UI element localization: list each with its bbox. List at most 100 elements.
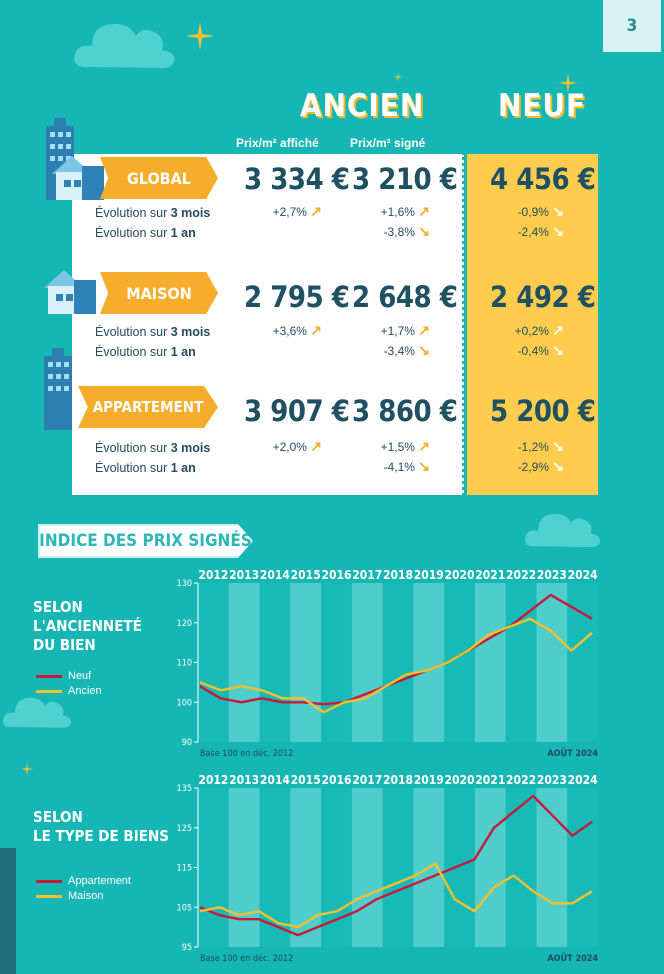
year-band	[413, 583, 445, 742]
x-tick-label: 2017	[352, 568, 382, 582]
x-tick-label: 2013	[229, 568, 259, 582]
evo-3-label: Évolution sur 3 mois	[95, 325, 211, 339]
evo-appartement-1-signe: -4,1% ↘	[383, 458, 430, 474]
evo-global-1-neuf: -2,4% ↘	[517, 223, 564, 239]
arrow-up-icon: ↗	[418, 322, 430, 338]
x-tick-label: 2015	[291, 773, 321, 787]
evo-global-1-signe: -3,8% ↘	[383, 223, 430, 239]
price-table-ancien	[72, 154, 464, 495]
arrow-down-icon: ↘	[552, 438, 564, 454]
evo-1-label: Évolution sur 1 an	[95, 461, 196, 475]
building-decoration	[0, 848, 16, 974]
arrow-up-icon: ↗	[310, 203, 322, 219]
footnote: Base 100 en déc. 2012	[200, 748, 293, 759]
evo-global-3-signe: +1,6% ↗	[380, 203, 430, 219]
y-tick-label: 125	[177, 824, 192, 834]
price-maison-signe: 2 648 €	[352, 280, 458, 314]
year-band	[290, 788, 322, 947]
date-label: AOÛT 2024	[547, 747, 598, 759]
y-tick-label: 115	[177, 864, 192, 874]
year-band	[290, 583, 322, 742]
year-band	[536, 788, 568, 947]
year-band	[321, 583, 352, 742]
legend-item: Appartement	[36, 875, 131, 887]
y-tick-label: 100	[177, 698, 192, 708]
x-tick-label: 2013	[229, 773, 259, 787]
year-band	[444, 788, 475, 947]
x-tick-label: 2021	[475, 773, 505, 787]
year-band	[474, 583, 506, 742]
x-tick-label: 2020	[445, 568, 475, 582]
evo-appartement-3-affiche: +2,0% ↗	[272, 438, 322, 454]
row-label-appartement: APPARTEMENT	[78, 386, 218, 428]
apartment-building-icon	[44, 348, 72, 430]
arrow-up-icon: ↗	[552, 322, 564, 338]
series-line-neuf	[199, 593, 593, 706]
x-tick-label: 2016	[321, 773, 351, 787]
year-band	[198, 788, 229, 947]
price-maison-neuf: 2 492 €	[490, 280, 596, 314]
year-band	[474, 788, 506, 947]
column-divider	[462, 152, 465, 496]
x-tick-label: 2012	[198, 568, 228, 582]
evo-global-3-neuf: -0,9% ↘	[517, 203, 564, 219]
year-band	[382, 583, 414, 742]
cloud-icon	[525, 514, 600, 547]
arrow-down-icon: ↘	[552, 203, 564, 219]
header-neuf: NEUF	[498, 88, 587, 124]
evo-appartement-1-neuf: -2,9% ↘	[517, 458, 564, 474]
arrow-up-icon: ↗	[310, 438, 322, 454]
chart-type-biens: 2012 2013 2014 2015 2016 2017 2018 2019 2020 2021…	[177, 773, 599, 964]
row-label-global: GLOBAL	[100, 157, 218, 199]
price-appartement-signe: 3 860 €	[352, 394, 458, 428]
legend-item: Neuf	[36, 670, 102, 682]
star-icon	[558, 73, 578, 93]
section-banner: INDICE DES PRIX SIGNÉS	[38, 524, 253, 558]
year-band	[536, 583, 568, 742]
star-icon	[393, 72, 403, 82]
chart2-title: SELON LE TYPE DE BIENS	[33, 808, 169, 845]
x-tick-label: 2023	[537, 773, 567, 787]
x-tick-label: 2024	[568, 568, 599, 582]
col-header-signe: Prix/m² signé	[350, 136, 426, 150]
x-tick-label: 2022	[506, 773, 536, 787]
x-tick-label: 2021	[475, 568, 505, 582]
evo-1-label: Évolution sur 1 an	[95, 345, 196, 359]
x-tick-label: 2016	[321, 568, 351, 582]
evo-global-3-affiche: +2,7% ↗	[272, 203, 322, 219]
arrow-up-icon: ↗	[310, 322, 322, 338]
x-tick-label: 2018	[383, 773, 413, 787]
year-band	[567, 788, 598, 947]
y-tick-label: 130	[177, 579, 192, 589]
price-appartement-affiche: 3 907 €	[244, 394, 350, 428]
col-header-affiche: Prix/m² affiché	[236, 136, 319, 150]
arrow-down-icon: ↘	[552, 458, 564, 474]
year-band	[382, 788, 414, 947]
arrow-down-icon: ↘	[418, 342, 430, 358]
price-table-neuf	[467, 154, 598, 495]
year-band	[228, 788, 260, 947]
x-tick-label: 2015	[291, 568, 321, 582]
arrow-down-icon: ↘	[418, 223, 430, 239]
x-tick-label: 2017	[352, 773, 382, 787]
chart1-title: SELON L'ANCIENNETÉ DU BIEN	[33, 598, 142, 654]
year-band	[567, 583, 598, 742]
y-tick-label: 120	[177, 619, 192, 629]
price-global-neuf: 4 456 €	[490, 162, 596, 196]
year-band	[351, 583, 383, 742]
page-number: 3	[603, 0, 661, 52]
evo-maison-1-neuf: -0,4% ↘	[517, 342, 564, 358]
footnote: Base 100 en déc. 2012	[200, 953, 293, 964]
year-band	[351, 788, 383, 947]
x-tick-label: 2019	[414, 773, 444, 787]
star-icon	[186, 22, 214, 50]
x-tick-label: 2018	[383, 568, 413, 582]
evo-3-label: Évolution sur 3 mois	[95, 206, 211, 220]
header-ancien: ANCIEN	[300, 88, 425, 124]
arrow-down-icon: ↘	[552, 223, 564, 239]
legend-item: Maison	[36, 890, 131, 902]
arrow-up-icon: ↗	[418, 203, 430, 219]
x-tick-label: 2019	[414, 568, 444, 582]
price-maison-affiche: 2 795 €	[244, 280, 350, 314]
evo-appartement-3-signe: +1,5% ↗	[380, 438, 430, 454]
